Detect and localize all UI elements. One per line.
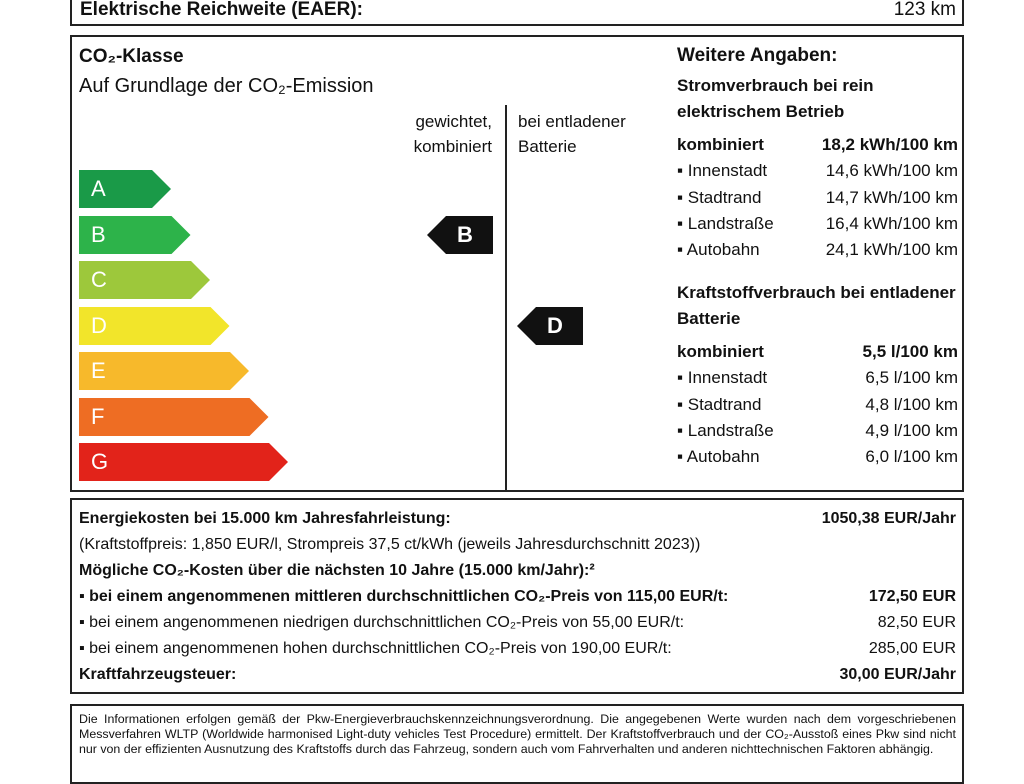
power-row-value: 14,6 kWh/100 km: [825, 161, 958, 181]
fuel-consumption-title: Kraftstoffverbrauch bei entladener Batte…: [677, 283, 956, 328]
co2-cost-low-value: 82,50 EUR: [877, 614, 956, 631]
fuel-row: kombiniert 5,5 l/100 km: [677, 342, 958, 366]
co2-class-label: B: [91, 221, 106, 247]
column-header-weighted: gewichtet, kombiniert: [413, 112, 492, 156]
fuel-row-value: 5,5 l/100 km: [862, 342, 958, 361]
fuel-row-label: kombiniert: [677, 342, 764, 361]
co2-class-g: G: [79, 443, 288, 481]
co2-cost-mid-value: 172,50 EUR: [868, 588, 956, 605]
costs-panel: Energiekosten bei 15.000 km Jahresfahrle…: [70, 498, 964, 694]
energy-costs-label: Energiekosten bei 15.000 km Jahresfahrle…: [79, 510, 451, 527]
co2-class-label: G: [91, 449, 109, 474]
co2-cost-mid-row: ▪ bei einem angenommenen mittleren durch…: [79, 588, 956, 612]
power-row-value: 24,1 kWh/100 km: [825, 240, 958, 260]
co2-class-c: C: [79, 261, 210, 299]
co2-class-title: CO₂-Klasse: [79, 46, 184, 67]
fuel-row-value: 4,9 l/100 km: [865, 420, 958, 440]
fuel-row-label: ▪ Innenstadt: [677, 368, 768, 388]
fuel-row-value: 4,8 l/100 km: [865, 394, 958, 414]
prices-note: (Kraftstoffpreis: 1,850 EUR/l, Stromprei…: [79, 536, 701, 553]
co2-cost-high-row: ▪ bei einem angenommenen hohen durchschn…: [79, 640, 956, 664]
power-row: ▪ Landstraße 16,4 kWh/100 km: [677, 214, 958, 238]
additional-info-title: Weitere Angaben:: [677, 45, 838, 66]
power-consumption-title: Stromverbrauch bei rein elektrischem Bet…: [677, 76, 874, 121]
energy-costs-value: 1050,38 EUR/Jahr: [821, 510, 956, 527]
column-divider: [505, 105, 507, 492]
co2-class-label: E: [91, 358, 106, 383]
co2-class-e: E: [79, 352, 249, 390]
co2-class-f: F: [79, 397, 269, 436]
co2-class-panel: CO₂-Klasse Auf Grundlage der CO₂-Emissio…: [70, 35, 670, 492]
fuel-row-label: ▪ Stadtrand: [677, 394, 762, 414]
electric-range-row: Elektrische Reichweite (EAER): 123 km: [70, 0, 964, 26]
co2-cost-low-row: ▪ bei einem angenommenen niedrigen durch…: [79, 614, 956, 638]
co2-cost-high-value: 285,00 EUR: [868, 640, 956, 657]
vehicle-tax-label: Kraftfahrzeugsteuer:: [79, 666, 237, 683]
co2-class-subtitle: Auf Grundlage der CO₂-Emission: [79, 75, 374, 97]
electric-range-label: Elektrische Reichweite (EAER):: [80, 0, 363, 20]
fuel-row-label: ▪ Landstraße: [677, 420, 774, 440]
co2-class-label: D: [91, 312, 107, 338]
co2-class-label: C: [91, 267, 107, 292]
fuel-row: ▪ Autobahn 6,0 l/100 km: [677, 447, 958, 471]
empty-battery-class-marker-label: D: [547, 312, 563, 338]
power-row: ▪ Autobahn 24,1 kWh/100 km: [677, 240, 958, 264]
additional-info-panel: Weitere Angaben: Stromverbrauch bei rein…: [668, 35, 964, 492]
fuel-row: ▪ Stadtrand 4,8 l/100 km: [677, 395, 958, 419]
fuel-row: ▪ Innenstadt 6,5 l/100 km: [677, 368, 958, 392]
power-row-label: ▪ Stadtrand: [677, 187, 762, 207]
electric-range-value: 123 km: [893, 0, 956, 20]
co2-cost-high-label: ▪ bei einem angenommenen hohen durchschn…: [79, 640, 672, 657]
co2-cost-low-label: ▪ bei einem angenommenen niedrigen durch…: [79, 614, 685, 631]
power-row-label: ▪ Autobahn: [677, 240, 760, 260]
co2-costs-heading-row: Mögliche CO₂-Kosten über die nächsten 10…: [79, 562, 956, 586]
co2-class-label: A: [91, 176, 106, 201]
vehicle-tax-row: Kraftfahrzeugsteuer: 30,00 EUR/Jahr: [79, 666, 956, 690]
power-row-value: 14,7 kWh/100 km: [825, 187, 958, 207]
fuel-row: ▪ Landstraße 4,9 l/100 km: [677, 421, 958, 445]
co2-class-label: F: [91, 403, 105, 429]
power-row-label: kombiniert: [677, 135, 764, 154]
prices-note-row: (Kraftstoffpreis: 1,850 EUR/l, Stromprei…: [79, 536, 956, 560]
fuel-row-value: 6,0 l/100 km: [865, 447, 958, 467]
co2-class-d: D: [79, 306, 230, 345]
power-row-value: 16,4 kWh/100 km: [825, 213, 958, 233]
empty-battery-class-marker: D: [517, 306, 583, 345]
weighted-class-marker-label: B: [457, 221, 473, 247]
power-row: kombiniert 18,2 kWh/100 km: [677, 135, 958, 159]
weighted-class-marker: B: [427, 215, 493, 254]
power-row-value: 18,2 kWh/100 km: [821, 135, 958, 154]
power-row: ▪ Stadtrand 14,7 kWh/100 km: [677, 188, 958, 212]
co2-cost-mid-label: ▪ bei einem angenommenen mittleren durch…: [79, 588, 729, 605]
power-row: ▪ Innenstadt 14,6 kWh/100 km: [677, 161, 958, 185]
column-header-empty-battery: bei entladener Batterie: [518, 112, 626, 156]
fuel-row-value: 6,5 l/100 km: [865, 368, 958, 388]
footnote-text: Die Informationen erfolgen gemäß der Pkw…: [79, 712, 956, 756]
co2-class-a: A: [79, 170, 171, 208]
co2-costs-heading: Mögliche CO₂-Kosten über die nächsten 10…: [79, 562, 595, 579]
power-row-label: ▪ Innenstadt: [677, 161, 768, 181]
co2-class-b: B: [79, 215, 191, 254]
fuel-row-label: ▪ Autobahn: [677, 447, 760, 467]
energy-costs-row: Energiekosten bei 15.000 km Jahresfahrle…: [79, 510, 956, 534]
power-row-label: ▪ Landstraße: [677, 213, 774, 233]
footnote-panel: Die Informationen erfolgen gemäß der Pkw…: [70, 704, 964, 784]
vehicle-tax-value: 30,00 EUR/Jahr: [839, 666, 956, 683]
